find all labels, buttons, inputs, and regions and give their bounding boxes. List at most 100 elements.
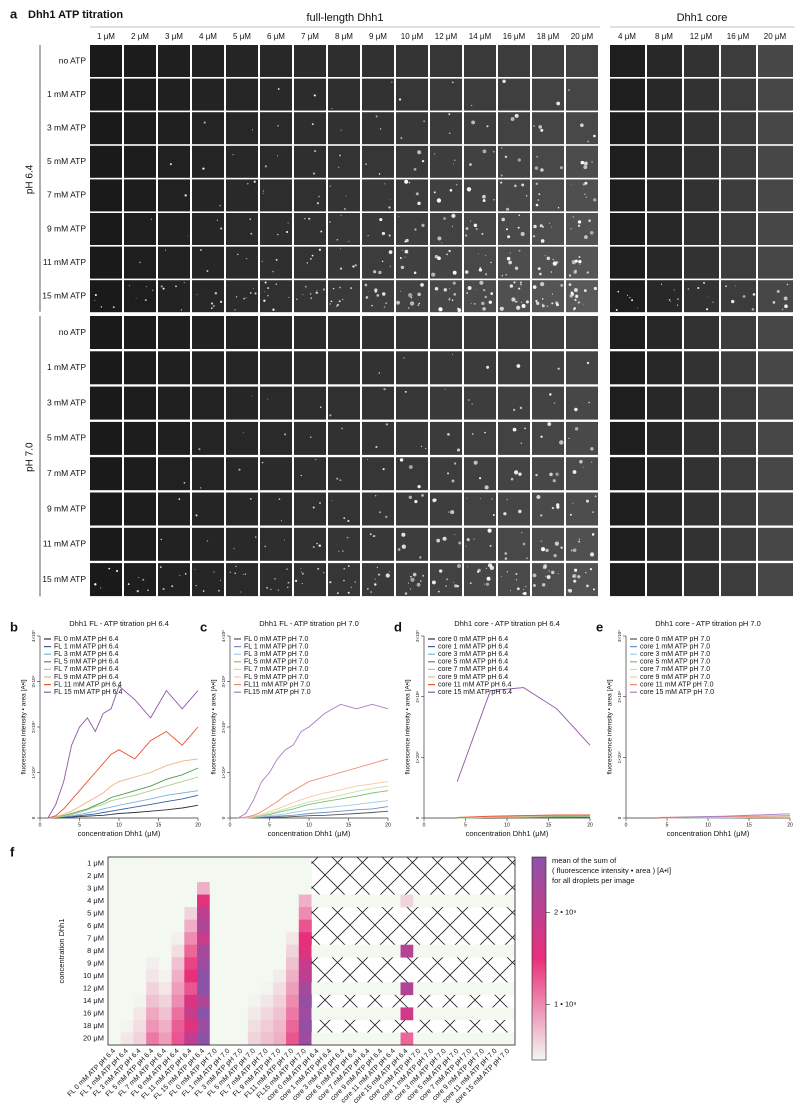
heatmap-cell <box>209 907 223 920</box>
no-data-cell <box>375 1019 389 1033</box>
droplet <box>706 308 709 311</box>
micrograph <box>260 246 292 279</box>
droplet <box>586 361 590 365</box>
micrograph <box>532 563 564 597</box>
heatmap-cell <box>286 994 300 1008</box>
legend-label: core 0 mM ATP pH 7.0 <box>640 636 710 643</box>
droplet <box>697 286 700 290</box>
droplet <box>548 570 550 572</box>
droplet <box>450 510 455 515</box>
heatmap-cell <box>298 969 312 983</box>
droplet <box>553 554 557 558</box>
heatmap-cell <box>120 1032 134 1046</box>
micrograph <box>647 492 682 526</box>
droplet <box>547 422 552 426</box>
droplet <box>400 290 401 292</box>
micrograph <box>532 421 564 455</box>
droplet <box>506 571 508 573</box>
x-axis-label: concentration Dhh1 (μM) <box>78 829 161 838</box>
no-data-cell <box>476 882 490 895</box>
heatmap-cell <box>108 1007 122 1021</box>
micrograph <box>294 421 326 455</box>
micrograph <box>610 457 645 491</box>
panel-letter: f <box>10 844 15 859</box>
droplet <box>398 98 402 101</box>
droplet <box>580 123 584 128</box>
heatmap-cell <box>209 1007 223 1021</box>
heatmap-cell <box>425 894 439 908</box>
micrograph <box>464 280 496 313</box>
droplet <box>94 293 97 297</box>
group-label: pH 7.0 <box>25 442 36 472</box>
droplet <box>184 194 187 197</box>
panel-letter: d <box>394 619 402 634</box>
droplet <box>586 584 589 588</box>
droplet <box>492 514 495 517</box>
droplet <box>577 301 581 304</box>
heatmap-cell <box>108 994 122 1008</box>
droplet <box>160 538 162 541</box>
micrograph <box>758 316 793 349</box>
heatmap-cell <box>158 969 172 983</box>
droplet <box>245 297 247 299</box>
droplet <box>574 259 578 263</box>
droplet <box>466 497 468 499</box>
micrograph <box>532 527 564 561</box>
droplet <box>277 125 279 127</box>
legend-label: FL 1 mM ATP pH 7.0 <box>244 643 309 650</box>
micrograph <box>362 351 394 385</box>
x-tick-label: 20 <box>787 822 793 828</box>
droplet <box>783 296 788 301</box>
no-data-cell <box>464 1019 478 1033</box>
no-data-cell <box>489 869 503 883</box>
micrograph <box>721 421 756 455</box>
y-tick-label: 4×10⁹ <box>221 630 226 642</box>
micrograph <box>647 246 682 279</box>
y-axis-label: fluorescence intensity • area [A•I] <box>405 679 412 774</box>
droplet <box>513 281 516 284</box>
heatmap-cell <box>222 1007 236 1021</box>
droplet <box>588 401 590 404</box>
droplet <box>401 532 406 537</box>
no-data-cell <box>362 869 376 883</box>
droplet <box>336 238 339 241</box>
micrograph <box>260 316 292 349</box>
droplet <box>617 290 620 293</box>
micrograph <box>90 527 122 561</box>
heatmap-cell <box>108 882 122 895</box>
droplet <box>389 199 391 201</box>
no-data-cell <box>387 919 401 933</box>
legend-label: core 1 mM ATP pH 7.0 <box>640 643 710 650</box>
droplet <box>178 498 181 501</box>
micrograph <box>260 280 292 313</box>
droplet <box>234 572 236 575</box>
droplet <box>383 387 386 391</box>
legend-label: FL 3 mM ATP pH 6.4 <box>54 651 119 658</box>
column-label: 4 μM <box>199 32 217 41</box>
heatmap-cell <box>108 944 122 958</box>
droplet <box>295 298 298 301</box>
legend-label: FL 1 mM ATP pH 6.4 <box>54 643 119 650</box>
micrograph <box>328 457 360 491</box>
heatmap-cell <box>197 969 211 983</box>
droplet <box>374 288 378 292</box>
droplet <box>574 298 577 301</box>
droplet <box>553 402 556 404</box>
heatmap-cell <box>158 1032 172 1046</box>
no-data-cell <box>451 869 465 883</box>
droplet <box>331 107 333 110</box>
heatmap-cell <box>197 1007 211 1021</box>
micrograph <box>758 213 793 245</box>
droplet <box>582 466 584 468</box>
micrograph <box>362 213 394 245</box>
droplet <box>540 435 543 438</box>
droplet <box>473 538 475 540</box>
heatmap-cell <box>120 944 134 958</box>
heatmap-cell <box>273 894 287 908</box>
droplet <box>486 125 489 128</box>
heatmap-cell <box>336 894 350 908</box>
droplet <box>517 158 521 162</box>
heatmap-cell <box>286 894 300 908</box>
micrograph <box>124 563 156 597</box>
heatmap-cell <box>476 944 490 958</box>
